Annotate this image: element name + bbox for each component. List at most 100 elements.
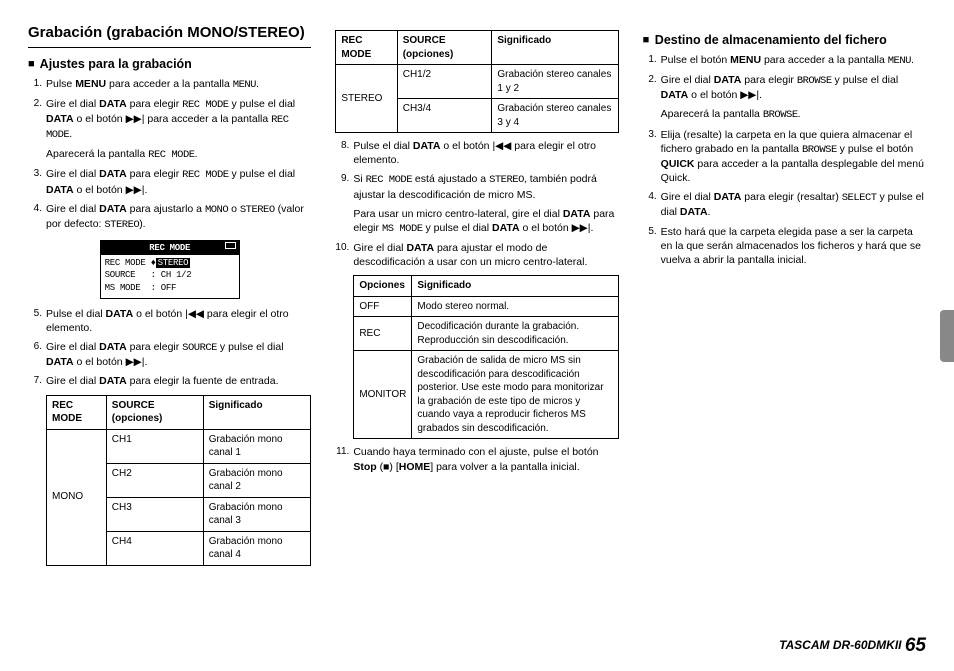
- table-cell: Modo stereo normal.: [412, 296, 618, 317]
- table-cell-mode: MONO: [47, 429, 107, 565]
- table-header: Significado: [203, 395, 311, 429]
- step-text: Aparecerá la pantalla BROWSE.: [661, 108, 801, 120]
- table-header: Significado: [492, 31, 618, 65]
- step-text: Pulse MENU para acceder a la pantalla ME…: [46, 78, 259, 90]
- step-item: Aparecerá la pantalla BROWSE.: [661, 107, 926, 122]
- sub-heading-destino-text: Destino de almacenamiento del fichero: [655, 33, 887, 47]
- step-text: Gire el dial DATA para elegir REC MODE y…: [46, 168, 295, 195]
- lcd-title-text: REC MODE: [149, 243, 190, 253]
- column-2: REC MODESOURCE (opciones)SignificadoSTER…: [335, 24, 618, 572]
- table-cell: CH3/4: [397, 99, 492, 133]
- battery-icon: [225, 242, 236, 249]
- table-row: STEREOCH1/2Grabación stereo canales 1 y …: [336, 65, 618, 99]
- table-header: SOURCE (opciones): [397, 31, 492, 65]
- step-text: Aparecerá la pantalla REC MODE.: [46, 148, 198, 160]
- table-cell: Grabación stereo canales 3 y 4: [492, 99, 618, 133]
- table-header: REC MODE: [336, 31, 397, 65]
- lcd-body: REC MODE ♦STEREOSOURCE : CH 1/2MS MODE :…: [101, 255, 239, 297]
- table-cell: CH1: [106, 429, 203, 463]
- step-item: 2.Gire el dial DATA para elegir BROWSE y…: [661, 73, 926, 102]
- step-item: 5.Pulse el dial DATA o el botón |◀◀ para…: [46, 307, 311, 335]
- table-row: OFFModo stereo normal.: [354, 296, 618, 317]
- step-text: Cuando haya terminado con el ajuste, pul…: [353, 446, 598, 472]
- lcd-title: REC MODE: [101, 241, 239, 255]
- sub-heading-destino: ■ Destino de almacenamiento del fichero: [643, 32, 926, 49]
- step-text: Gire el dial DATA para ajustar el modo d…: [353, 242, 587, 268]
- step-number: 9.: [335, 172, 349, 186]
- lcd-screenshot: REC MODE REC MODE ♦STEREOSOURCE : CH 1/2…: [100, 240, 240, 299]
- lcd-row: MS MODE : OFF: [105, 282, 235, 294]
- table-cell: Grabación stereo canales 1 y 2: [492, 65, 618, 99]
- step-number: 8.: [335, 139, 349, 153]
- step-item: 11.Cuando haya terminado con el ajuste, …: [353, 445, 618, 473]
- step-item: 8.Pulse el dial DATA o el botón |◀◀ para…: [353, 139, 618, 167]
- table-cell: CH3: [106, 497, 203, 531]
- sub-heading-ajustes: ■ Ajustes para la grabación: [28, 56, 311, 73]
- step-number: 5.: [28, 307, 42, 321]
- page-footer: TASCAM DR-60DMKII 65: [779, 633, 926, 659]
- table-header: Opciones: [354, 276, 412, 297]
- step-number: 2.: [28, 97, 42, 111]
- step-number: 1.: [28, 77, 42, 91]
- step-text: Gire el dial DATA para elegir la fuente …: [46, 375, 279, 387]
- step-number: 5.: [643, 225, 657, 239]
- table-cell: Grabación de salida de micro MS sin desc…: [412, 351, 618, 439]
- step-text: Pulse el dial DATA o el botón |◀◀ para e…: [46, 308, 289, 334]
- step-item: 10.Gire el dial DATA para ajustar el mod…: [353, 241, 618, 269]
- column-3: ■ Destino de almacenamiento del fichero …: [643, 24, 926, 572]
- step-text: Para usar un micro centro-lateral, gire …: [353, 208, 614, 234]
- table-cell: CH4: [106, 531, 203, 565]
- step-number: 2.: [643, 73, 657, 87]
- step-text: Si REC MODE está ajustado a STEREO, tamb…: [353, 173, 597, 200]
- steps-list-5: 1. Pulse el botón MENU para acceder a la …: [643, 53, 926, 267]
- sub-heading-text: Ajustes para la grabación: [40, 57, 192, 71]
- step-item: 3.Elija (resalte) la carpeta en la que q…: [661, 128, 926, 186]
- table-header: Significado: [412, 276, 618, 297]
- step-item: Aparecerá la pantalla REC MODE.: [46, 147, 311, 162]
- step-number: 7.: [28, 374, 42, 388]
- step-text: Pulse el botón MENU para acceder a la pa…: [661, 54, 914, 66]
- table-row: RECDecodificación durante la grabación. …: [354, 317, 618, 351]
- table-cell: OFF: [354, 296, 412, 317]
- step-text: Gire el dial DATA para elegir REC MODE y…: [46, 98, 295, 140]
- ms-options-table: OpcionesSignificadoOFFModo stereo normal…: [353, 275, 618, 439]
- table-cell: Grabación mono canal 4: [203, 531, 311, 565]
- step-text: Gire el dial DATA para elegir BROWSE y p…: [661, 74, 899, 101]
- footer-brand: TASCAM DR-60DMKII: [779, 638, 901, 652]
- table-cell: CH2: [106, 463, 203, 497]
- table-cell-mode: STEREO: [336, 65, 397, 133]
- table-cell: Grabación mono canal 3: [203, 497, 311, 531]
- step-text: Elija (resalte) la carpeta en la que qui…: [661, 129, 924, 185]
- step-number: 1.: [643, 53, 657, 67]
- step-item: 2.Gire el dial DATA para elegir REC MODE…: [46, 97, 311, 143]
- step-item: 6.Gire el dial DATA para elegir SOURCE y…: [46, 340, 311, 369]
- footer-page-number: 65: [905, 635, 926, 656]
- table-cell: REC: [354, 317, 412, 351]
- table-cell: CH1/2: [397, 65, 492, 99]
- step-number: 3.: [28, 167, 42, 181]
- table-row: MONITORGrabación de salida de micro MS s…: [354, 351, 618, 439]
- step-item: 1.Pulse MENU para acceder a la pantalla …: [46, 77, 311, 92]
- step-number: 11.: [335, 445, 349, 459]
- step-text: Pulse el dial DATA o el botón |◀◀ para e…: [353, 140, 596, 166]
- table-cell: Grabación mono canal 2: [203, 463, 311, 497]
- main-heading: Grabación (grabación MONO/STEREO): [28, 24, 311, 48]
- step-item: 5.Esto hará que la carpeta elegida pase …: [661, 225, 926, 268]
- lcd-row: REC MODE ♦STEREO: [105, 257, 235, 269]
- step-number: 6.: [28, 340, 42, 354]
- step-item: 1.Pulse el botón MENU para acceder a la …: [661, 53, 926, 68]
- step-item: 3.Gire el dial DATA para elegir REC MODE…: [46, 167, 311, 196]
- table-cell: Grabación mono canal 1: [203, 429, 311, 463]
- table-cell: MONITOR: [354, 351, 412, 439]
- step-number: 10.: [335, 241, 349, 255]
- table-row: MONOCH1Grabación mono canal 1: [47, 429, 311, 463]
- step-text: Gire el dial DATA para elegir (resaltar)…: [661, 191, 924, 218]
- step-item: 4.Gire el dial DATA para ajustarlo a MON…: [46, 202, 311, 232]
- step-text: Gire el dial DATA para elegir SOURCE y p…: [46, 341, 284, 368]
- step-number: 4.: [643, 190, 657, 204]
- step-number: 3.: [643, 128, 657, 142]
- column-1: Grabación (grabación MONO/STEREO) ■ Ajus…: [28, 24, 311, 572]
- steps-list-1: 1. Pulse MENU para acceder a la pantalla …: [28, 77, 311, 233]
- step-item: 4.Gire el dial DATA para elegir (resalta…: [661, 190, 926, 219]
- step-item: 9.Si REC MODE está ajustado a STEREO, ta…: [353, 172, 618, 201]
